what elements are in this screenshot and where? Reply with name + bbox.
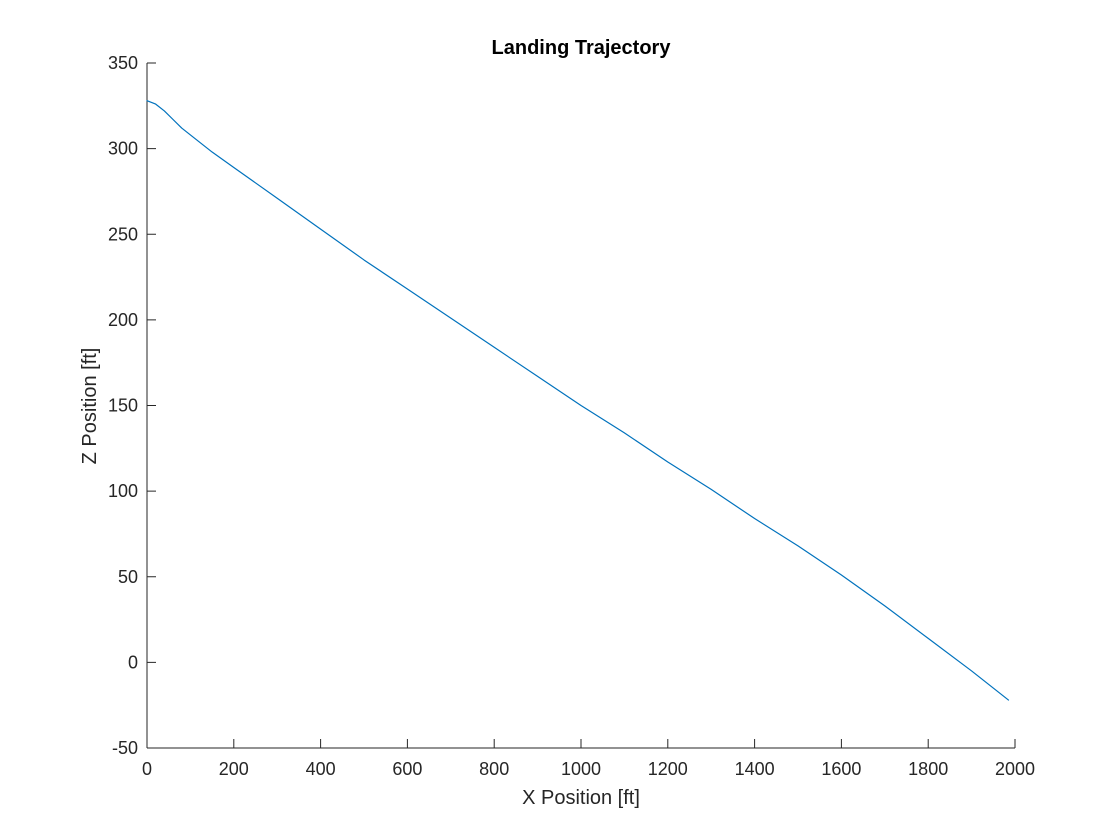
x-tick-label: 1200 [648, 759, 688, 779]
x-tick-label: 2000 [995, 759, 1035, 779]
y-tick-label: 250 [108, 224, 138, 244]
y-tick-label: 200 [108, 310, 138, 330]
x-tick-label: 600 [392, 759, 422, 779]
chart-title: Landing Trajectory [492, 37, 672, 59]
trajectory-line [146, 100, 1010, 701]
y-tick-label: 50 [118, 567, 138, 587]
y-axis-ticks: -50 0 50 100 150 200 250 300 350 [108, 53, 156, 758]
x-tick-label: 800 [479, 759, 509, 779]
y-tick-label: -50 [112, 738, 138, 758]
x-tick-label: 1400 [735, 759, 775, 779]
x-tick-label: 0 [142, 759, 152, 779]
x-tick-label: 1800 [908, 759, 948, 779]
x-axis-ticks: 0 200 400 600 800 1000 1200 1400 1600 1800 2000 [142, 739, 1035, 779]
y-axis-label: Z Position [ft] [79, 348, 101, 465]
x-tick-label: 1600 [821, 759, 861, 779]
x-tick-label: 1000 [561, 759, 601, 779]
y-tick-label: 350 [108, 53, 138, 73]
x-tick-label: 200 [219, 759, 249, 779]
y-tick-label: 100 [108, 481, 138, 501]
x-axis-label: X Position [ft] [522, 787, 640, 809]
y-tick-label: 150 [108, 396, 138, 416]
y-tick-label: 0 [128, 652, 138, 672]
y-tick-label: 300 [108, 139, 138, 159]
x-tick-label: 400 [306, 759, 336, 779]
series-layer [146, 100, 1010, 701]
